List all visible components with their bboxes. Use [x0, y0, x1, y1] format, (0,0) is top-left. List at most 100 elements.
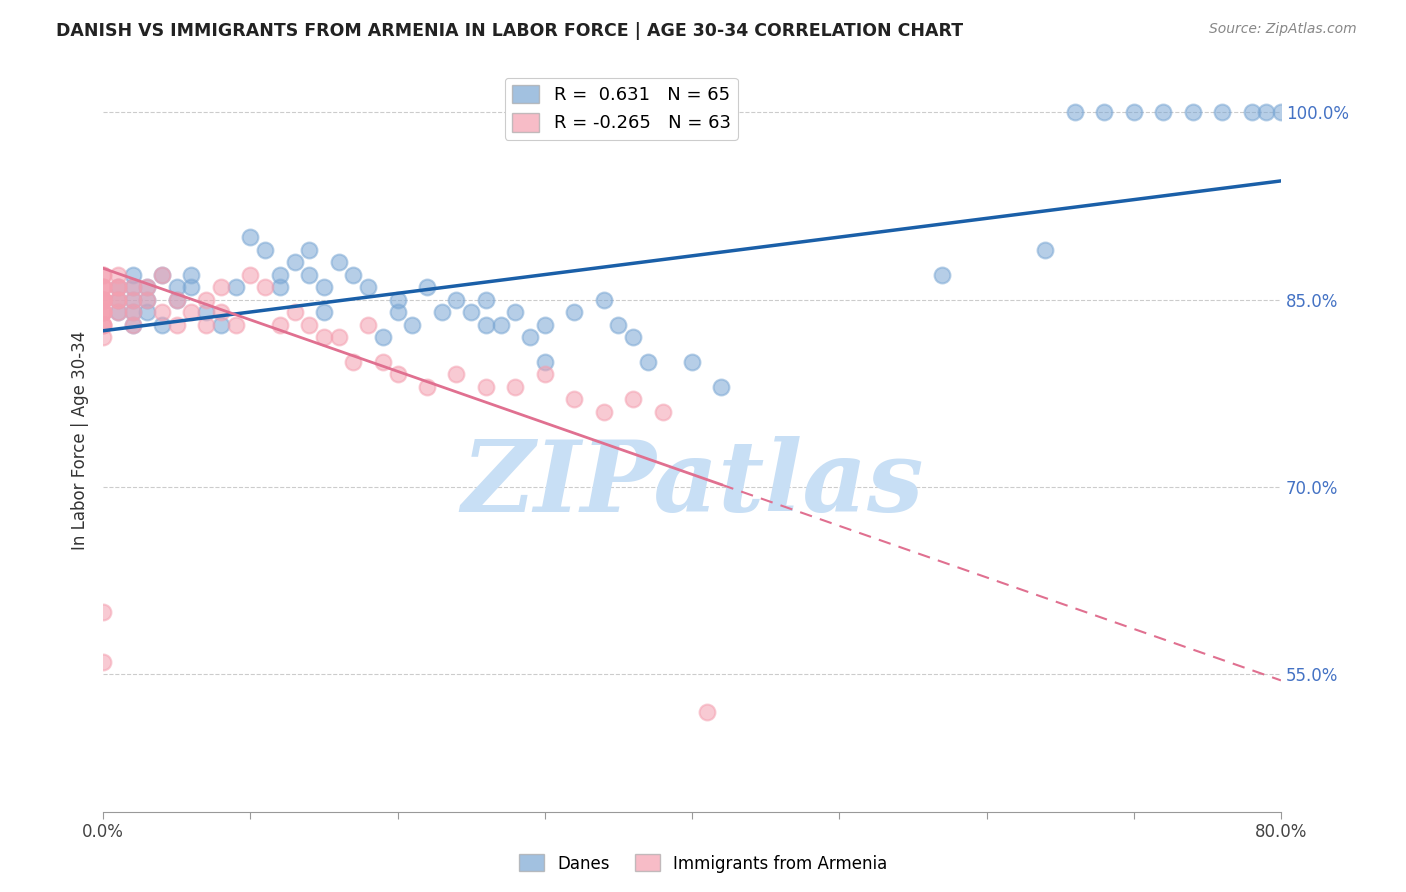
Point — [91, 293, 114, 307]
Point — [607, 318, 630, 332]
Point — [1211, 105, 1233, 120]
Point — [475, 318, 498, 332]
Point — [312, 305, 335, 319]
Point — [1256, 105, 1278, 120]
Point — [166, 318, 188, 332]
Point — [107, 280, 129, 294]
Point — [533, 318, 555, 332]
Point — [312, 280, 335, 294]
Point — [91, 655, 114, 669]
Point — [342, 355, 364, 369]
Point — [1092, 105, 1115, 120]
Point — [1063, 105, 1085, 120]
Point — [651, 405, 673, 419]
Point — [121, 293, 143, 307]
Point — [298, 318, 321, 332]
Point — [357, 318, 380, 332]
Point — [269, 280, 291, 294]
Point — [430, 305, 453, 319]
Point — [166, 293, 188, 307]
Point — [254, 280, 277, 294]
Point — [121, 318, 143, 332]
Point — [121, 268, 143, 282]
Point — [416, 380, 439, 394]
Point — [533, 355, 555, 369]
Point — [710, 380, 733, 394]
Point — [533, 368, 555, 382]
Point — [150, 268, 173, 282]
Point — [195, 305, 218, 319]
Point — [592, 293, 614, 307]
Point — [283, 255, 305, 269]
Point — [121, 293, 143, 307]
Point — [150, 318, 173, 332]
Point — [387, 368, 409, 382]
Point — [416, 280, 439, 294]
Point — [1152, 105, 1174, 120]
Point — [621, 392, 644, 407]
Text: Source: ZipAtlas.com: Source: ZipAtlas.com — [1209, 22, 1357, 37]
Point — [269, 318, 291, 332]
Point — [562, 392, 585, 407]
Point — [239, 230, 262, 244]
Legend: Danes, Immigrants from Armenia: Danes, Immigrants from Armenia — [512, 847, 894, 880]
Point — [562, 305, 585, 319]
Point — [1035, 243, 1057, 257]
Point — [475, 380, 498, 394]
Point — [107, 293, 129, 307]
Point — [239, 268, 262, 282]
Point — [283, 305, 305, 319]
Point — [931, 268, 953, 282]
Point — [225, 280, 247, 294]
Point — [150, 305, 173, 319]
Point — [107, 305, 129, 319]
Point — [107, 305, 129, 319]
Point — [180, 268, 202, 282]
Point — [121, 280, 143, 294]
Point — [166, 280, 188, 294]
Point — [91, 318, 114, 332]
Point — [621, 330, 644, 344]
Point — [269, 268, 291, 282]
Point — [91, 305, 114, 319]
Point — [209, 318, 232, 332]
Point — [91, 280, 114, 294]
Point — [1270, 105, 1292, 120]
Point — [519, 330, 541, 344]
Point — [91, 293, 114, 307]
Point — [254, 243, 277, 257]
Point — [91, 305, 114, 319]
Point — [136, 293, 159, 307]
Point — [446, 368, 468, 382]
Point — [371, 355, 394, 369]
Point — [446, 293, 468, 307]
Point — [298, 243, 321, 257]
Point — [91, 605, 114, 619]
Point — [1181, 105, 1204, 120]
Point — [298, 268, 321, 282]
Point — [136, 280, 159, 294]
Point — [195, 293, 218, 307]
Point — [681, 355, 703, 369]
Point — [107, 268, 129, 282]
Point — [121, 318, 143, 332]
Point — [91, 305, 114, 319]
Point — [91, 293, 114, 307]
Point — [209, 305, 232, 319]
Point — [387, 293, 409, 307]
Point — [489, 318, 512, 332]
Point — [328, 330, 350, 344]
Point — [91, 268, 114, 282]
Point — [696, 705, 718, 719]
Point — [91, 330, 114, 344]
Point — [121, 280, 143, 294]
Point — [505, 380, 527, 394]
Point — [121, 305, 143, 319]
Point — [371, 330, 394, 344]
Point — [1240, 105, 1263, 120]
Point — [1122, 105, 1144, 120]
Point — [91, 305, 114, 319]
Point — [387, 305, 409, 319]
Point — [166, 293, 188, 307]
Point — [107, 280, 129, 294]
